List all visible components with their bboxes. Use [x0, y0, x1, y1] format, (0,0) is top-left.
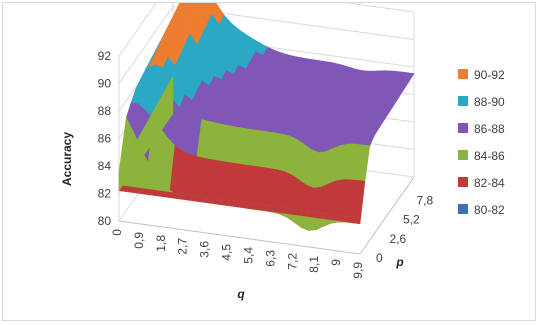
front-base-band [243, 202, 250, 208]
y-tick-label: 2,6 [390, 232, 407, 246]
z-tick-label: 86 [98, 132, 112, 146]
front-base-band [302, 210, 309, 216]
x-tick-label: 9,9 [351, 262, 365, 279]
x-axis-title: q [237, 287, 245, 301]
front-base-band [163, 191, 170, 197]
x-tick-label: 0 [110, 229, 124, 236]
front-base-band [251, 203, 258, 209]
front-base-band [229, 200, 236, 206]
front-base-band [272, 206, 279, 212]
y-axis-ticks: 0 2,6 5,2 7,8 [376, 193, 434, 265]
legend-label: 88-90 [474, 95, 505, 109]
legend-swatch [458, 69, 468, 79]
front-base-band [316, 212, 323, 218]
z-tick-label: 92 [98, 49, 112, 63]
x-tick-label: 7,2 [285, 253, 299, 270]
front-base-band [280, 207, 287, 213]
front-base-band [345, 216, 352, 222]
y-tick-label: 5,2 [403, 213, 420, 227]
front-base-band [309, 211, 316, 217]
x-tick-label: 2,7 [176, 238, 190, 255]
x-tick-label: 9 [329, 259, 343, 266]
front-base-band [324, 213, 331, 219]
legend-label: 82-84 [474, 176, 505, 190]
front-base-band [353, 217, 360, 223]
legend-label: 90-92 [474, 68, 505, 82]
x-axis-ticks: 0 0,9 1,8 2,7 3,6 4,5 5,4 6,3 7,2 8,1 9 9,9 [110, 229, 365, 279]
front-base-band [287, 208, 294, 214]
front-base-band [141, 188, 148, 194]
x-tick-label: 0,9 [132, 232, 146, 249]
x-tick-label: 1,8 [154, 235, 168, 252]
front-base-band [214, 198, 221, 204]
x-tick-label: 6,3 [263, 250, 277, 267]
legend: 90-92 88-90 86-88 84-86 82-84 80-82 [458, 68, 505, 217]
legend-swatch [458, 177, 468, 187]
y-tick-label: 7,8 [417, 193, 434, 207]
chart-area: 80 82 84 86 88 90 92 0 0,9 1,8 2,7 3,6 4,5 5,4 6,3 7,2… [2, 2, 536, 321]
z-tick-label: 84 [98, 159, 112, 173]
front-base-band [236, 201, 243, 207]
legend-label: 84-86 [474, 149, 505, 163]
x-tick-label: 5,4 [242, 247, 256, 264]
front-base-band [192, 195, 199, 201]
x-tick-label: 8,1 [307, 256, 321, 273]
z-axis-ticks: 80 82 84 86 88 90 92 [98, 49, 112, 228]
front-base-band [134, 187, 141, 193]
x-tick-label: 4,5 [220, 244, 234, 261]
y-tick-label: 0 [376, 251, 383, 265]
legend-swatch [458, 150, 468, 160]
legend-swatch [458, 204, 468, 214]
z-axis-title: Accuracy [60, 132, 74, 186]
y-axis-title: p [395, 255, 403, 269]
front-base-band [258, 204, 265, 210]
legend-label: 86-88 [474, 122, 505, 136]
z-tick-label: 82 [98, 187, 112, 201]
z-tick-label: 90 [98, 77, 112, 91]
front-base-band [338, 215, 345, 221]
front-base-band [170, 192, 177, 198]
front-base-band [199, 196, 206, 202]
front-base-band [221, 199, 228, 205]
legend-swatch [458, 96, 468, 106]
z-tick-label: 80 [98, 214, 112, 228]
front-base-band [265, 205, 272, 211]
x-tick-label: 3,6 [198, 241, 212, 258]
front-base-band [148, 189, 155, 195]
front-base-band [207, 197, 214, 203]
legend-label: 80-82 [474, 203, 505, 217]
front-base-band [177, 193, 184, 199]
front-base-band [294, 209, 301, 215]
z-tick-label: 88 [98, 104, 112, 118]
legend-swatch [458, 123, 468, 133]
surface-plot [119, 3, 414, 230]
front-base-band [126, 186, 133, 192]
front-base-band [331, 214, 338, 220]
front-base-band [185, 194, 192, 200]
front-base-band [156, 190, 163, 196]
